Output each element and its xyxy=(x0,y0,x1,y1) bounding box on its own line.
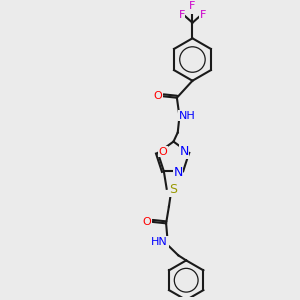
Text: O: O xyxy=(159,146,167,157)
Text: O: O xyxy=(142,217,151,227)
Text: N: N xyxy=(179,145,189,158)
Text: S: S xyxy=(169,183,177,196)
Text: F: F xyxy=(189,1,196,11)
Text: F: F xyxy=(200,10,206,20)
Text: O: O xyxy=(153,91,162,101)
Text: F: F xyxy=(178,10,185,20)
Text: HN: HN xyxy=(151,237,168,247)
Text: N: N xyxy=(173,166,183,179)
Text: NH: NH xyxy=(179,111,195,121)
